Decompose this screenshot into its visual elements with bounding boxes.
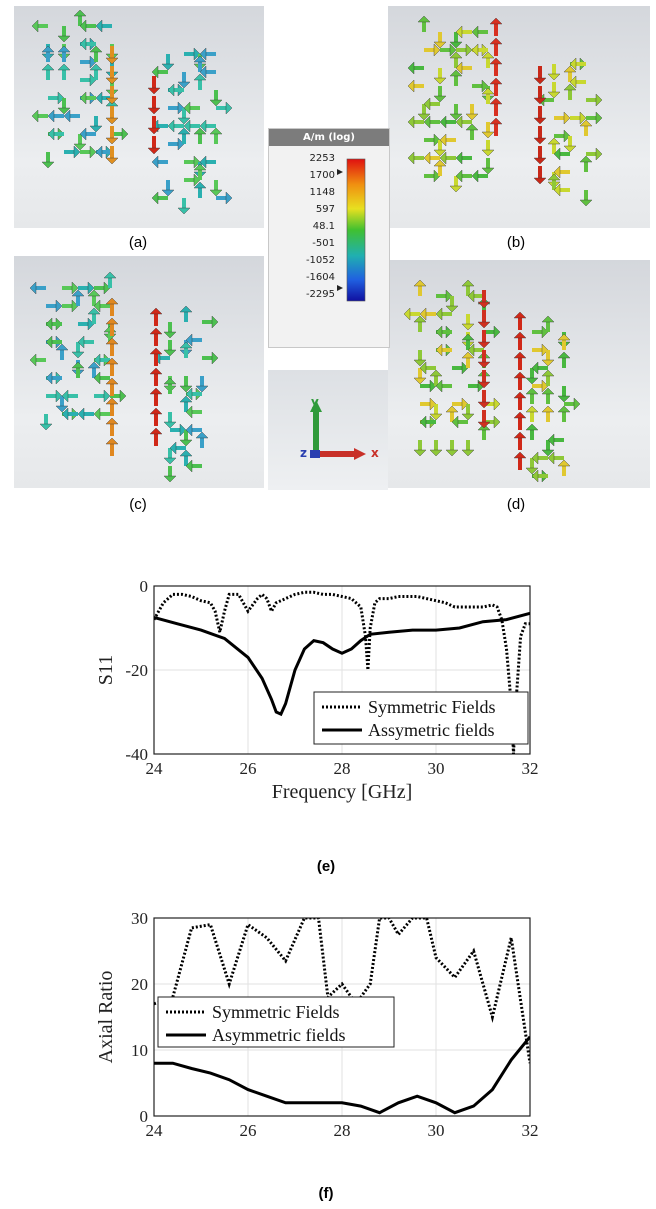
colorbar-gradient	[337, 158, 366, 302]
colorbar-tick-6: -1052	[305, 255, 335, 266]
s11-chart: 24 26 28 30 32 0 -20 -40 Frequency [GHz] S11 Symme…	[95, 577, 539, 803]
y-tick-label: 10	[131, 1041, 148, 1060]
axis-label-z: z	[300, 446, 307, 460]
caption-e: (e)	[316, 858, 336, 875]
x-tick-label: 26	[240, 1121, 257, 1140]
surface-current-arrows-a	[31, 9, 233, 215]
y-axis-label: Axial Ratio	[95, 971, 117, 1064]
x-tick-label: 26	[240, 759, 257, 778]
field-panel-c	[14, 256, 264, 488]
y-tick-label: -40	[125, 745, 148, 764]
colorbar-tick-4: 48.1	[312, 221, 335, 232]
colorbar-tick-0: 2253	[309, 153, 335, 164]
surface-current-arrows-d	[403, 279, 581, 483]
y-axis-label: S11	[95, 655, 117, 685]
y-tick-label: 30	[131, 909, 148, 928]
x-axis-label: Frequency [GHz]	[272, 781, 413, 803]
series-line-symmetric	[154, 590, 530, 754]
x-tick-label: 24	[146, 759, 164, 778]
colorbar-tick-8: -2295	[305, 289, 335, 300]
y-tick-label: 0	[140, 577, 149, 596]
surface-current-arrows-b	[407, 15, 603, 207]
colorbar-title: A/m (log)	[269, 129, 389, 146]
legend-box	[313, 691, 529, 745]
x-tick-label: 32	[522, 759, 539, 778]
colorbar-tick-3: 597	[315, 204, 335, 215]
legend-box	[157, 996, 395, 1048]
y-tick-label: 20	[131, 975, 148, 994]
caption-b: (b)	[506, 234, 526, 251]
field-panel-d	[388, 260, 650, 488]
x-tick-label: 32	[522, 1121, 539, 1140]
legend-entry: Assymetric fields	[368, 720, 494, 740]
field-panel-a	[14, 6, 264, 228]
plot-frame	[153, 585, 531, 755]
x-tick-label: 30	[428, 759, 445, 778]
x-tick-label: 30	[428, 1121, 445, 1140]
caption-a: (a)	[128, 234, 148, 251]
series-line-asymmetric	[154, 611, 530, 717]
series-line-asymmetric	[154, 1035, 530, 1115]
surface-current-arrows-c	[29, 271, 219, 483]
axis-triad: y z x	[268, 370, 388, 490]
x-tick-label: 28	[334, 759, 351, 778]
colorbar-tick-5: -501	[312, 238, 335, 249]
y-tick-label: -20	[125, 661, 148, 680]
axis-label-x: x	[371, 446, 379, 460]
colorbar-legend: A/m (log) 2253 1700 1148 597 48.1 -501 -…	[268, 128, 390, 348]
y-tick-label: 0	[140, 1107, 149, 1126]
x-axis-label: Frequency [GHz]	[272, 1143, 413, 1145]
plot-frame	[153, 917, 531, 1117]
colorbar-tick-7: -1604	[305, 272, 335, 283]
x-tick-label: 28	[334, 1121, 351, 1140]
legend-entry: Asymmetric fields	[212, 1025, 345, 1045]
legend-entry: Symmetric Fields	[368, 697, 496, 717]
field-panel-b	[388, 6, 650, 228]
colorbar-tick-2: 1148	[309, 187, 335, 198]
caption-f: (f)	[318, 1185, 334, 1202]
caption-d: (d)	[506, 496, 526, 513]
axial-ratio-chart: 24 26 28 30 32 0 10 20 30 Frequency [GHz] Axial Ra…	[95, 909, 539, 1145]
axis-label-y: y	[311, 395, 319, 409]
x-tick-label: 24	[146, 1121, 164, 1140]
caption-c: (c)	[129, 496, 147, 513]
legend-entry: Symmetric Fields	[212, 1002, 340, 1022]
colorbar-tick-1: 1700	[309, 170, 335, 181]
